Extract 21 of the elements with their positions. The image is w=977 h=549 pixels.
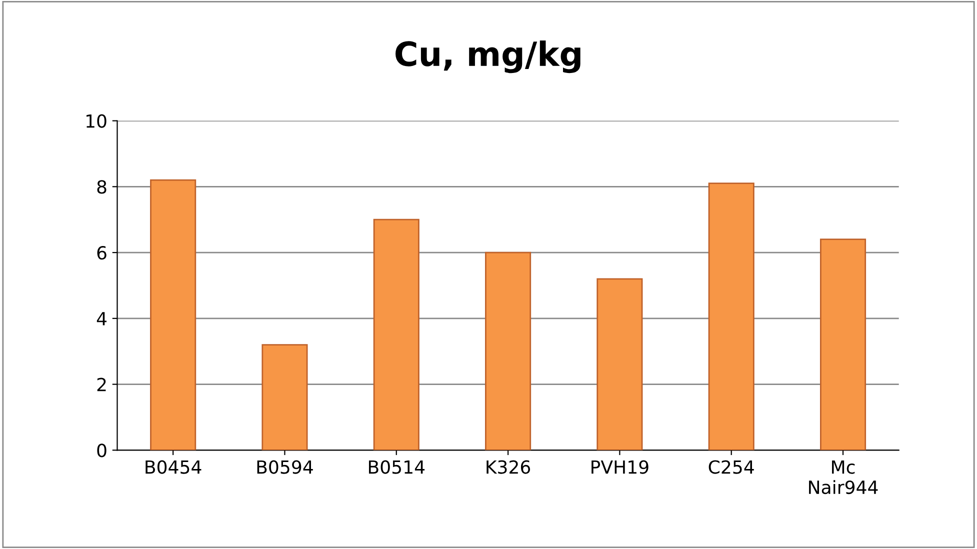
chart-title: Cu, mg/kg bbox=[396, 40, 580, 74]
x-tick-label: K326 bbox=[486, 460, 530, 474]
y-tick-label: 10 bbox=[86, 114, 106, 128]
x-tick-label: PVH19 bbox=[592, 460, 648, 474]
x-tick-label: C254 bbox=[708, 460, 754, 474]
y-tick-label: 8 bbox=[97, 180, 106, 194]
bar bbox=[373, 218, 420, 450]
y-tick-label: 4 bbox=[96, 312, 107, 326]
bar bbox=[708, 182, 754, 450]
y-tick-label: 2 bbox=[97, 378, 106, 392]
bar bbox=[150, 179, 196, 450]
x-tick-label: B0514 bbox=[368, 460, 425, 474]
bar bbox=[596, 278, 643, 450]
x-tick-label: B0454 bbox=[146, 460, 202, 474]
bar bbox=[820, 238, 866, 450]
x-tick-label: B0594 bbox=[257, 460, 313, 474]
x-tick-label: Mc Nair944 bbox=[809, 460, 878, 494]
y-tick-label: 0 bbox=[97, 444, 106, 458]
bar bbox=[485, 252, 532, 450]
y-tick-label: 6 bbox=[97, 246, 106, 260]
bar bbox=[262, 344, 308, 450]
